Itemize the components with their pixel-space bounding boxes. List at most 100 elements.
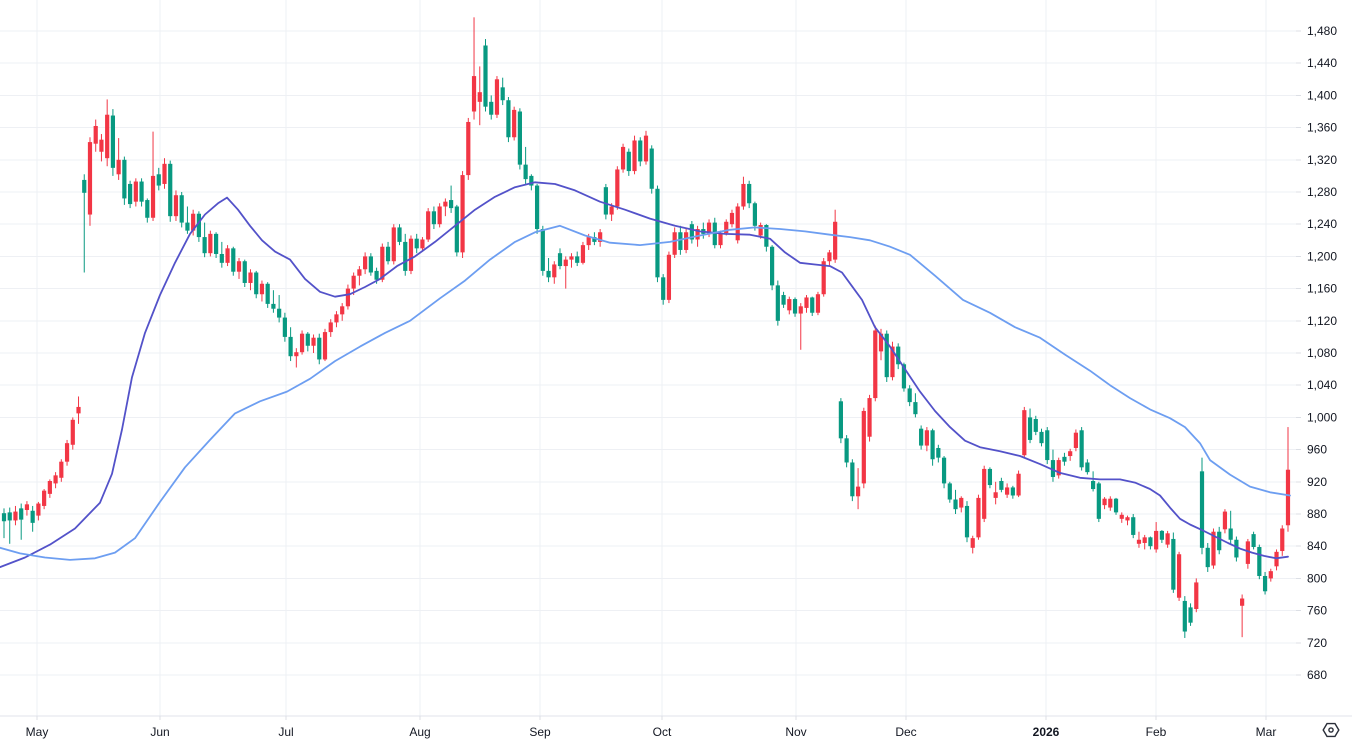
candle-body [162, 163, 167, 184]
candle-body [534, 185, 540, 230]
candle-body [489, 101, 494, 115]
candle-body [191, 213, 196, 231]
candle-body [53, 475, 58, 484]
candle-body [661, 277, 666, 300]
candle-body [202, 237, 207, 254]
price-tick-label: 1,120 [1307, 314, 1337, 328]
candle-body [357, 269, 362, 276]
candle-body [999, 480, 1004, 490]
candle-body [110, 115, 116, 168]
candle-body [196, 213, 201, 238]
candle-body [1119, 514, 1124, 519]
candle-body [59, 461, 64, 478]
candle-body [1068, 451, 1073, 457]
candle-body [385, 246, 391, 262]
candle-body [414, 238, 419, 249]
candle-body [775, 285, 780, 321]
candle-body [580, 245, 586, 263]
candle-body [64, 443, 70, 462]
price-tick-label: 1,320 [1307, 153, 1337, 167]
price-tick-label: 960 [1307, 443, 1327, 457]
candle-body [500, 87, 505, 101]
candle-body [128, 183, 133, 205]
candle-body [231, 248, 236, 272]
candle-body [271, 303, 276, 309]
candle-body [964, 505, 970, 538]
candle-body [437, 206, 442, 225]
candle-body [810, 297, 815, 313]
candle-body [173, 195, 179, 217]
time-tick-label: Oct [653, 725, 672, 739]
candle-body [947, 483, 952, 500]
candle-body [575, 256, 580, 263]
chart-logo-icon[interactable] [1322, 722, 1344, 742]
candle-body [741, 183, 746, 207]
candle-body [603, 187, 608, 215]
price-tick-label: 1,360 [1307, 121, 1337, 135]
time-axis[interactable]: May Jun Jul Aug Sep Oct Nov Dec 2026 Feb Mar [0, 715, 1352, 739]
candle-body [30, 510, 35, 523]
candle-body [959, 497, 964, 508]
candlestick-series [1, 17, 1291, 638]
candle-body [626, 151, 631, 172]
candle-body [1280, 528, 1285, 552]
candle-body [1154, 530, 1159, 550]
candle-body [122, 159, 127, 199]
candle-body [1211, 531, 1216, 566]
candle-body [678, 232, 683, 250]
candle-body [334, 314, 339, 323]
candle-body [460, 175, 465, 253]
candle-body [213, 233, 219, 254]
candle-body [1217, 531, 1222, 551]
candle-body [689, 224, 694, 240]
candle-body [655, 188, 660, 278]
price-tick-label: 760 [1307, 604, 1327, 618]
price-tick-label: 1,080 [1307, 346, 1337, 360]
candle-body [706, 222, 712, 234]
candle-body [1136, 539, 1142, 544]
price-tick-label: 1,240 [1307, 217, 1337, 231]
candle-body [1090, 480, 1096, 490]
price-tick-label: 1,440 [1307, 56, 1337, 70]
ma-short-line [0, 181, 1289, 568]
candle-body [219, 253, 224, 263]
candle-body [792, 299, 798, 314]
candle-body [87, 142, 93, 215]
price-axis[interactable]: 1,480 1,440 1,400 1,360 1,320 1,280 1,240 1,200… [1296, 24, 1337, 682]
candle-body [7, 512, 12, 521]
candle-body [1045, 430, 1050, 461]
candle-body [36, 503, 41, 516]
candle-body [1113, 498, 1119, 513]
price-tick-label: 840 [1307, 539, 1327, 553]
candle-body [403, 241, 408, 271]
candle-body [277, 308, 282, 318]
price-tick-label: 1,160 [1307, 282, 1337, 296]
price-tick-label: 720 [1307, 636, 1327, 650]
candle-body [168, 163, 173, 217]
time-tick-label: Jun [150, 725, 169, 739]
time-tick-label: Mar [1256, 725, 1277, 739]
candle-body [861, 410, 866, 484]
candle-body [1199, 471, 1205, 548]
candle-body [317, 337, 322, 360]
candle-body [236, 261, 242, 272]
candle-body [24, 504, 30, 510]
price-tick-label: 1,000 [1307, 410, 1337, 424]
candle-body [1005, 487, 1010, 495]
candle-body [311, 337, 316, 346]
candle-body [787, 299, 792, 311]
candle-body [890, 346, 895, 378]
candle-body [747, 183, 752, 204]
candle-body [781, 295, 786, 305]
candle-body [494, 79, 500, 115]
candle-body [305, 333, 310, 346]
price-tick-label: 1,280 [1307, 185, 1337, 199]
candle-body [1222, 511, 1228, 530]
candle-body [649, 148, 654, 189]
candle-body [913, 402, 918, 415]
candle-body [13, 511, 18, 521]
time-tick-label: 2026 [1033, 725, 1060, 739]
candle-body [615, 169, 620, 207]
